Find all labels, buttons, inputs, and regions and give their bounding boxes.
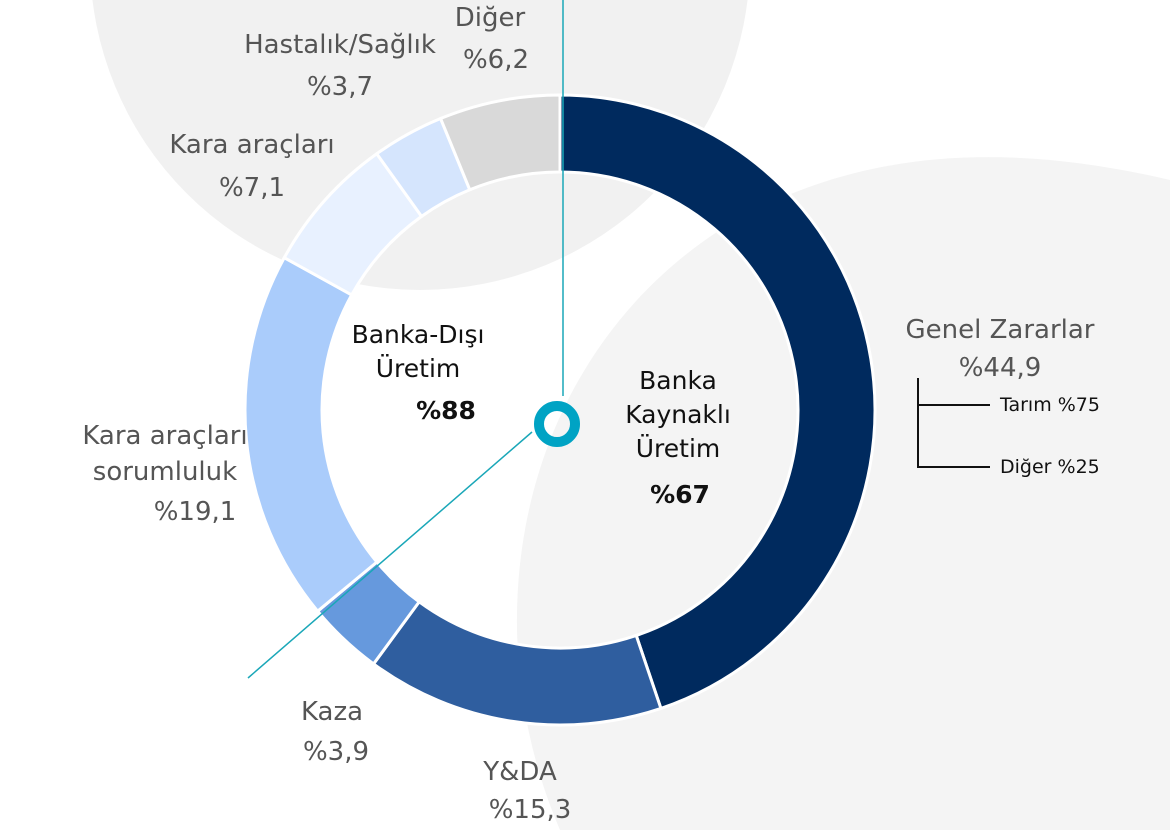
category-label: Y&DA xyxy=(483,757,557,787)
value-label: %6,2 xyxy=(462,45,530,75)
category-label: Kara araçları xyxy=(169,130,335,160)
sub-label: Diğer %25 xyxy=(1000,456,1100,478)
slice xyxy=(558,93,877,711)
connector-line xyxy=(247,431,533,679)
value-label: %15,3 xyxy=(488,795,572,825)
category-label: Diğer xyxy=(454,3,526,33)
donut xyxy=(243,93,877,727)
slice xyxy=(438,93,562,192)
category-label: Hastalık/Sağlık xyxy=(244,30,436,60)
bracket xyxy=(917,378,990,468)
value-label: %19,1 xyxy=(153,497,237,527)
value-label: %44,9 xyxy=(958,353,1042,383)
category-label: Kaza xyxy=(300,697,364,727)
center-label: Banka-Dışı Üretim xyxy=(351,320,485,383)
sub-label: Tarım %75 xyxy=(1000,394,1100,416)
value-label: %3,7 xyxy=(306,72,374,102)
category-label: Kara araçları sorumluluk xyxy=(82,421,248,487)
center-value: %67 xyxy=(650,480,710,509)
center-value: %88 xyxy=(416,396,476,425)
center-ring xyxy=(534,401,580,447)
category-label: Genel Zararlar xyxy=(905,315,1095,345)
value-label: %7,1 xyxy=(218,173,286,203)
value-label: %3,9 xyxy=(302,737,370,767)
center-label: Banka Kaynaklı Üretim xyxy=(625,366,731,463)
